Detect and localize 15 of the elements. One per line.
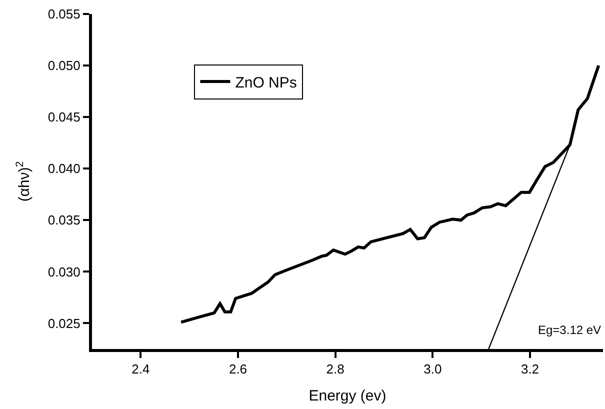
x-axis-title: Energy (ev) (308, 388, 386, 405)
y-tick-label: 0.050 (48, 58, 80, 74)
y-tick-label: 0.030 (48, 264, 80, 280)
y-tick-label: 0.055 (48, 6, 80, 22)
y-tick-label: 0.040 (48, 161, 80, 176)
x-tick-label: 2.8 (326, 362, 344, 377)
x-tick-label: 3.2 (520, 362, 540, 377)
x-tick-label: 2.4 (132, 362, 150, 377)
legend-label: ZnO NPs (235, 74, 297, 92)
y-tick-label: 0.025 (48, 316, 80, 331)
x-tick-label: 2.6 (228, 362, 248, 377)
y-tick-label: 0.045 (48, 110, 80, 125)
annotation: Eg=3.12 eV (538, 323, 602, 337)
y-tick-label: 0.035 (48, 212, 80, 228)
x-tick-label: 3.0 (424, 362, 442, 377)
